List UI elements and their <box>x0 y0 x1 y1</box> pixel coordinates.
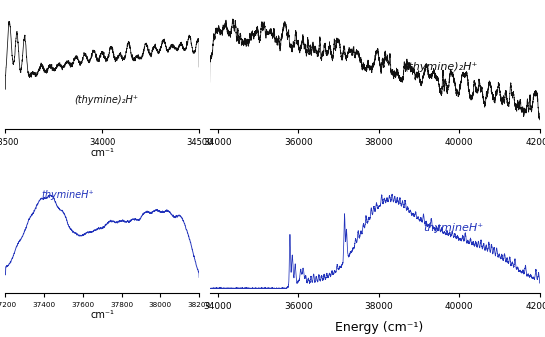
X-axis label: cm⁻¹: cm⁻¹ <box>90 149 114 158</box>
Text: thymineH⁺: thymineH⁺ <box>41 190 94 200</box>
Text: (thymine)₂H⁺: (thymine)₂H⁺ <box>74 95 138 105</box>
Text: (thymine)₂H⁺: (thymine)₂H⁺ <box>404 62 477 71</box>
X-axis label: cm⁻¹: cm⁻¹ <box>90 310 114 319</box>
Text: Energy (cm⁻¹): Energy (cm⁻¹) <box>335 320 423 334</box>
Text: thymineH⁺: thymineH⁺ <box>423 223 484 233</box>
